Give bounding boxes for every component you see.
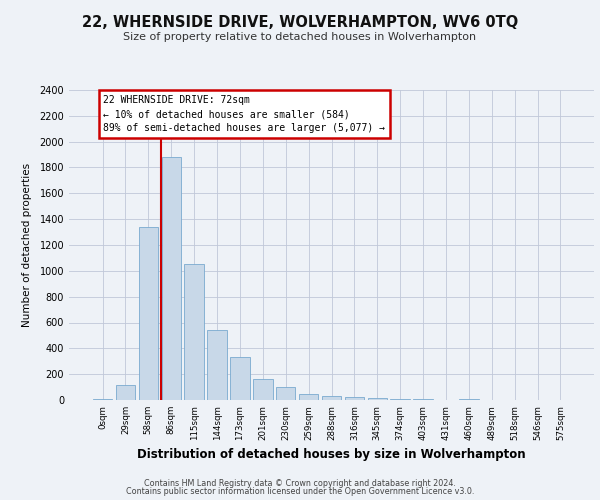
Bar (299, 394, 319, 400)
Text: 22 WHERNSIDE DRIVE: 72sqm
← 10% of detached houses are smaller (584)
89% of semi: 22 WHERNSIDE DRIVE: 72sqm ← 10% of detac… (103, 94, 385, 134)
Bar (184, 264, 204, 400)
Text: Contains public sector information licensed under the Open Government Licence v3: Contains public sector information licen… (126, 487, 474, 496)
Y-axis label: Number of detached properties: Number of detached properties (22, 163, 32, 327)
Bar (368, 398, 387, 400)
Text: 22, WHERNSIDE DRIVE, WOLVERHAMPTON, WV6 0TQ: 22, WHERNSIDE DRIVE, WOLVERHAMPTON, WV6 … (82, 15, 518, 30)
Bar (322, 396, 341, 400)
Bar (253, 380, 272, 400)
Text: Size of property relative to detached houses in Wolverhampton: Size of property relative to detached ho… (124, 32, 476, 42)
Bar (230, 356, 250, 400)
Bar (161, 157, 181, 400)
Bar (208, 330, 227, 400)
Text: Contains HM Land Registry data © Crown copyright and database right 2024.: Contains HM Land Registry data © Crown c… (144, 478, 456, 488)
Bar (344, 398, 364, 400)
X-axis label: Distribution of detached houses by size in Wolverhampton: Distribution of detached houses by size … (137, 448, 526, 461)
Bar (391, 398, 410, 400)
Bar (276, 387, 295, 400)
Bar (413, 399, 433, 400)
Bar (116, 384, 135, 400)
Bar (139, 227, 158, 400)
